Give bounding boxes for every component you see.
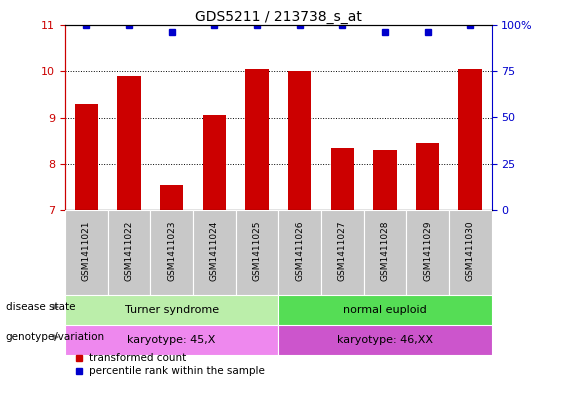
Bar (364, 210, 406, 295)
Text: GSM1411027: GSM1411027 (338, 220, 347, 281)
Bar (75, 104, 98, 210)
Bar (107, 210, 150, 295)
Bar (245, 69, 269, 210)
Text: karyotype: 46,XX: karyotype: 46,XX (337, 335, 433, 345)
Bar (331, 147, 354, 210)
Text: GSM1411024: GSM1411024 (210, 220, 219, 281)
Text: Turner syndrome: Turner syndrome (124, 305, 219, 315)
Text: karyotype: 45,X: karyotype: 45,X (128, 335, 216, 345)
Text: GSM1411022: GSM1411022 (124, 220, 133, 281)
Bar (65, 210, 107, 295)
Bar (150, 210, 193, 295)
Text: GSM1411026: GSM1411026 (295, 220, 304, 281)
Bar (406, 210, 449, 295)
Text: genotype/variation: genotype/variation (6, 332, 105, 342)
Text: GSM1411021: GSM1411021 (82, 220, 91, 281)
Text: GSM1411030: GSM1411030 (466, 220, 475, 281)
Bar (236, 210, 278, 295)
Text: transformed count: transformed count (89, 353, 186, 363)
Title: GDS5211 / 213738_s_at: GDS5211 / 213738_s_at (195, 10, 362, 24)
Bar (321, 210, 364, 295)
Bar (458, 69, 482, 210)
Text: GSM1411023: GSM1411023 (167, 220, 176, 281)
Bar (373, 150, 397, 210)
Text: GSM1411029: GSM1411029 (423, 220, 432, 281)
Bar (65, 295, 278, 325)
Text: GSM1411028: GSM1411028 (380, 220, 389, 281)
Bar (279, 210, 321, 295)
Text: percentile rank within the sample: percentile rank within the sample (89, 366, 264, 376)
Bar (288, 71, 311, 210)
Text: normal euploid: normal euploid (343, 305, 427, 315)
Bar (278, 295, 492, 325)
Bar (449, 210, 492, 295)
Bar (416, 143, 440, 210)
Text: GSM1411025: GSM1411025 (253, 220, 262, 281)
Bar (160, 185, 184, 210)
Bar (278, 325, 492, 355)
Bar (202, 115, 226, 210)
Text: disease state: disease state (6, 302, 75, 312)
Bar (65, 325, 278, 355)
Bar (117, 76, 141, 210)
Bar (193, 210, 236, 295)
